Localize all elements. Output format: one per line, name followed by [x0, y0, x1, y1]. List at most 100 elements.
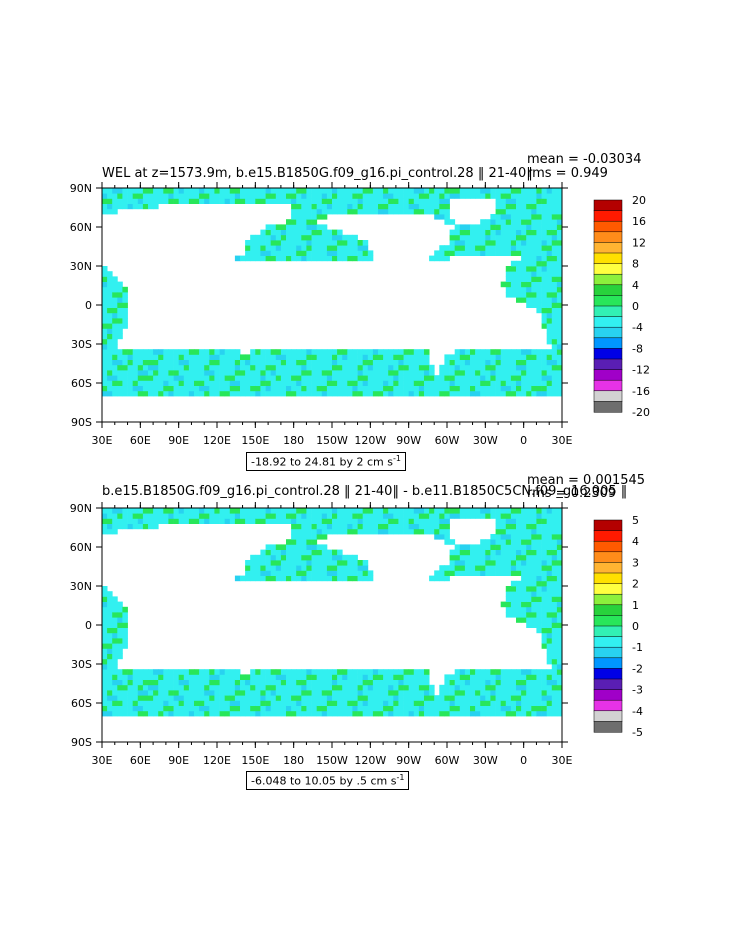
- field-cell: [250, 364, 256, 371]
- field-cell: [434, 710, 440, 717]
- field-cell: [470, 669, 476, 675]
- field-cell: [541, 364, 548, 371]
- field-cell: [470, 188, 476, 194]
- field-cell: [342, 674, 348, 680]
- field-cell: [551, 591, 558, 597]
- colorbar-swatch-2: [593, 678, 623, 691]
- field-cell: [546, 250, 553, 256]
- field-cell: [301, 370, 307, 376]
- field-cell: [337, 554, 343, 561]
- field-cell: [413, 705, 420, 712]
- field-cell: [454, 560, 461, 566]
- range-label-2: -6.048 to 10.05 by .5 cm s-1: [246, 771, 410, 790]
- field-cell: [556, 575, 563, 582]
- field-cell: [127, 518, 134, 524]
- field-cell: [541, 518, 548, 524]
- field-cell: [546, 203, 553, 210]
- field-cell: [444, 518, 450, 524]
- x-tick-label-1: 120W: [354, 434, 386, 447]
- field-cell: [536, 554, 542, 561]
- field-cell: [531, 528, 537, 535]
- field-cell: [408, 354, 415, 360]
- field-cell: [500, 528, 507, 535]
- field-cell: [546, 690, 553, 696]
- field-cell: [551, 513, 558, 519]
- field-cell: [495, 690, 502, 696]
- field-cell: [188, 513, 195, 519]
- field-cell: [332, 700, 338, 706]
- field-cell: [531, 622, 537, 628]
- field-cell: [245, 245, 251, 251]
- field-cell: [148, 349, 154, 355]
- field-cell: [321, 198, 328, 204]
- field-cell: [275, 575, 282, 582]
- field-cell: [311, 229, 318, 236]
- field-cell: [301, 203, 307, 210]
- field-cell: [245, 188, 251, 194]
- field-cell: [470, 364, 476, 371]
- field-cell: [490, 354, 496, 360]
- field-cell: [112, 690, 118, 696]
- field-cell: [521, 570, 527, 576]
- field-cell: [107, 198, 113, 204]
- field-cell: [551, 240, 558, 246]
- field-cell: [321, 255, 328, 262]
- field-cell: [280, 560, 287, 566]
- field-cell: [311, 208, 318, 215]
- field-cell: [516, 710, 522, 717]
- field-cell: [137, 523, 144, 530]
- field-cell: [418, 705, 425, 712]
- field-cell: [546, 276, 553, 282]
- field-cell: [546, 679, 553, 686]
- field-cell: [112, 523, 118, 530]
- field-cell: [321, 208, 328, 215]
- field-cell: [500, 193, 507, 199]
- field-cell: [326, 385, 333, 392]
- field-cell: [280, 390, 287, 397]
- field-cell: [265, 508, 272, 514]
- field-cell: [464, 700, 471, 706]
- field-cell: [526, 508, 532, 514]
- field-cell: [551, 292, 558, 298]
- field-cell: [475, 684, 481, 691]
- field-cell: [332, 674, 338, 680]
- field-cell: [112, 390, 118, 397]
- field-cell: [229, 193, 236, 199]
- field-cell: [102, 632, 108, 639]
- field-cell: [158, 695, 164, 701]
- field-cell: [454, 229, 461, 236]
- field-cell: [490, 214, 496, 220]
- field-cell: [250, 250, 256, 256]
- field-cell: [122, 302, 128, 308]
- field-cell: [188, 359, 195, 366]
- field-cell: [168, 375, 174, 381]
- field-cell: [107, 684, 113, 691]
- field-cell: [296, 565, 302, 571]
- field-cell: [424, 700, 430, 706]
- field-cell: [296, 198, 302, 204]
- field-cell: [337, 710, 343, 717]
- colorbar-swatch-2: [593, 583, 623, 595]
- field-cell: [500, 544, 507, 550]
- field-cell: [500, 234, 507, 241]
- field-cell: [357, 669, 364, 675]
- field-cell: [556, 580, 563, 587]
- field-cell: [449, 354, 456, 360]
- field-cell: [214, 349, 220, 355]
- field-cell: [296, 523, 302, 530]
- field-cell: [372, 700, 379, 706]
- field-cell: [142, 193, 149, 199]
- field-cell: [188, 370, 195, 376]
- field-cell: [122, 669, 128, 675]
- field-cell: [388, 684, 394, 691]
- field-cell: [505, 591, 512, 597]
- field-cell: [306, 214, 312, 220]
- field-cell: [413, 203, 420, 210]
- field-cell: [429, 370, 435, 376]
- field-cell: [526, 229, 532, 236]
- field-cell: [444, 193, 450, 199]
- field-cell: [153, 523, 159, 530]
- field-cell: [388, 528, 394, 535]
- field-cell: [301, 549, 307, 556]
- field-cell: [541, 240, 548, 246]
